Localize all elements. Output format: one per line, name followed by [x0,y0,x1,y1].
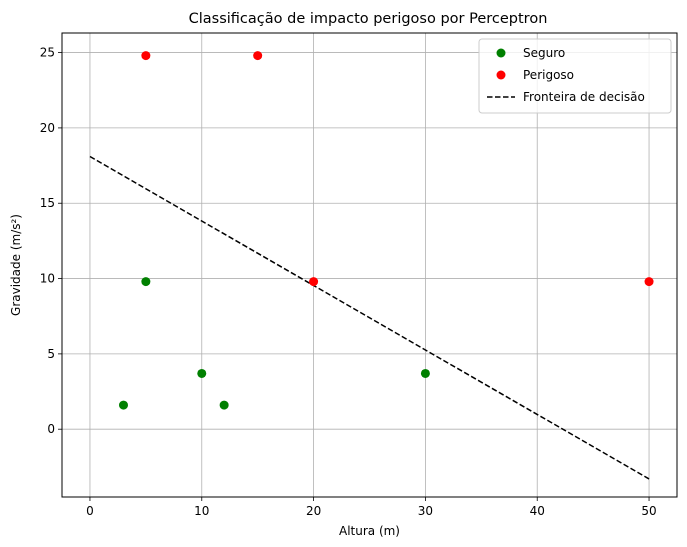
plot-frame [61,32,678,498]
x-tick-label: 20 [306,504,321,518]
x-tick-label: 0 [86,504,94,518]
legend-marker [496,48,506,58]
y-tick-label: 25 [40,46,55,60]
y-tick-label: 5 [47,347,55,361]
legend-label: Seguro [523,46,565,60]
x-tick-label: 30 [418,504,433,518]
scatter-point [420,368,430,378]
legend-label: Perigoso [523,68,574,82]
legend: Seguro Perigoso Fronteira de decisão [478,38,672,114]
scatter-point [253,51,263,61]
axis-ticks: 0 10 20 30 40 50 0 5 10 15 20 25 [40,46,657,518]
y-tick-label: 10 [40,272,55,286]
scatter-point [141,277,151,287]
scatter-point [141,51,151,61]
legend-box [478,38,672,114]
y-axis-label: Gravidade (m/s²) [9,214,23,316]
chart-title: Classificação de impacto perigoso por Pe… [189,11,548,27]
plot-series [89,51,654,480]
x-axis-label: Altura (m) [339,524,400,538]
y-tick-label: 0 [47,422,55,436]
y-tick-label: 20 [40,121,55,135]
x-tick-label: 10 [194,504,209,518]
legend-label: Fronteira de decisão [523,90,645,104]
x-tick-label: 40 [530,504,545,518]
scatter-point [644,277,654,287]
legend-marker [496,70,506,80]
scatter-point [119,400,128,410]
scatter-point [309,277,319,287]
scatter-point [197,368,207,378]
decision-boundary-line [89,155,650,480]
y-tick-label: 15 [40,196,55,210]
x-tick-label: 50 [641,504,656,518]
scatter-point [219,400,229,410]
